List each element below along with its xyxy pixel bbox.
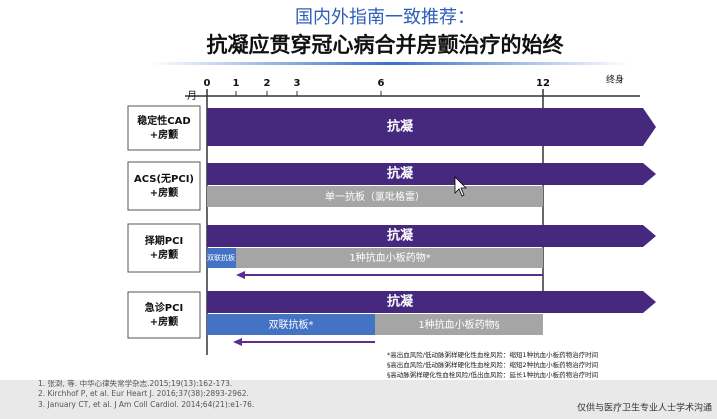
anticoag-bar bbox=[207, 163, 656, 185]
reference: 2. Kirchhof P, et al. Eur Heart J. 2016;… bbox=[38, 389, 249, 398]
bar-label: 1种抗血小板药物§ bbox=[418, 318, 499, 331]
title: 国内外指南一致推荐： bbox=[295, 7, 475, 28]
row-label: +房颤 bbox=[150, 248, 178, 261]
row-label: 择期PCI bbox=[145, 234, 183, 247]
arrow-head bbox=[236, 271, 245, 279]
bar-label: 抗凝 bbox=[387, 119, 414, 135]
tick-label: 3 bbox=[294, 78, 301, 89]
cursor bbox=[454, 176, 467, 197]
reference: 3. January CT, et al. J Am Coll Cardiol.… bbox=[38, 400, 254, 409]
footer-text: 仅供与医疗卫生专业人士学术沟通 bbox=[577, 402, 712, 414]
tick-label: 终身 bbox=[606, 74, 624, 86]
bar-label: 双联抗板 bbox=[207, 253, 235, 262]
anticoag-bar bbox=[207, 225, 656, 247]
arrow-head bbox=[233, 338, 242, 346]
antiplatelet-bar bbox=[375, 314, 543, 335]
row-label-box bbox=[127, 105, 201, 151]
tick-label: 1 bbox=[233, 78, 240, 89]
footnote: §高动脉粥样硬化性血栓风险/低出血风险：延长1种抗血小板药物治疗时间 bbox=[387, 370, 598, 379]
row-label: +房颤 bbox=[150, 315, 178, 328]
tick-marks bbox=[235, 91, 382, 96]
tick-label: 12 bbox=[536, 78, 550, 89]
row-label-box bbox=[127, 161, 201, 211]
bar-label: 双联抗板* bbox=[269, 318, 314, 331]
anticoag-bar bbox=[207, 291, 656, 313]
row-label: +房颤 bbox=[150, 186, 178, 199]
antiplatelet-bar bbox=[207, 186, 543, 207]
row-label: +房颤 bbox=[150, 128, 178, 141]
footnote: *高出血风险/低动脉粥样硬化性血栓风险：缩短1种抗血小板药物治疗时间 bbox=[387, 350, 598, 359]
tick-label: 2 bbox=[264, 78, 271, 89]
bar-label: 抗凝 bbox=[387, 166, 414, 182]
axis-unit: 月 bbox=[187, 90, 197, 102]
row-label-box bbox=[127, 291, 201, 339]
row-label: ACS(无PCI) bbox=[134, 173, 194, 185]
bar-label: 单一抗板（氯吡格雷） bbox=[325, 190, 425, 203]
bar-label: 抗凝 bbox=[387, 294, 414, 310]
reference: 1. 张澍, 等. 中华心律失常学杂志.2015;19(13):162-173. bbox=[38, 378, 232, 388]
row-label: 稳定性CAD bbox=[137, 114, 190, 127]
anticoag-bar bbox=[207, 108, 656, 146]
dual-antiplatelet-bar bbox=[207, 314, 375, 335]
tick-label: 0 bbox=[204, 78, 211, 89]
dual-antiplatelet-bar bbox=[207, 248, 236, 268]
footnote: §高出血风险/低动脉粥样硬化性血栓风险：缩短2种抗血小板药物治疗时间 bbox=[387, 360, 598, 369]
footer-band bbox=[0, 380, 717, 419]
bar-label: 抗凝 bbox=[387, 228, 414, 244]
antiplatelet-bar bbox=[236, 248, 543, 268]
row-label-box bbox=[127, 223, 201, 273]
bar-label: 1种抗血小板药物* bbox=[349, 251, 430, 264]
underline bbox=[150, 62, 630, 65]
tick-label: 6 bbox=[378, 78, 385, 89]
subtitle: 抗凝应贯穿冠心病合并房颤治疗的始终 bbox=[207, 33, 565, 57]
row-label: 急诊PCI bbox=[145, 301, 183, 314]
